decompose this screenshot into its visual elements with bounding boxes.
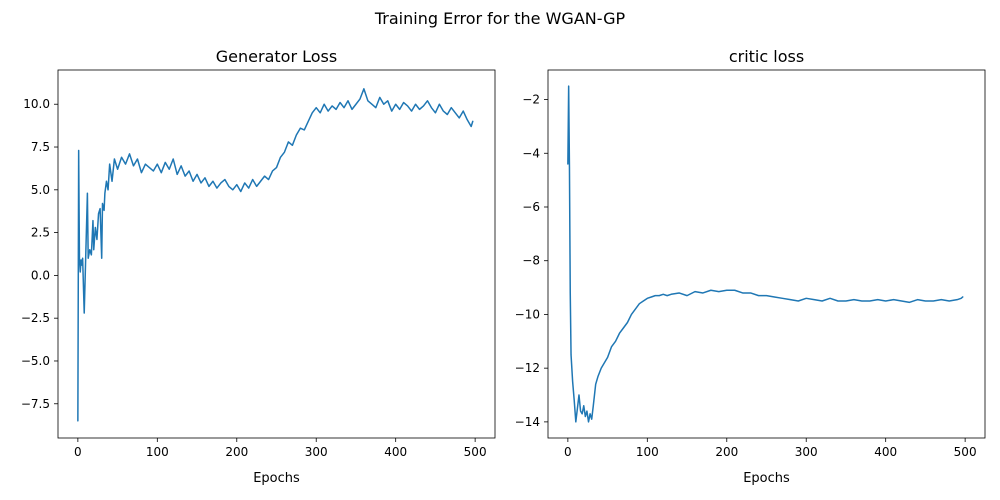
y-tick-label: −2 [522,93,540,107]
y-tick-label: −2.5 [21,311,50,325]
series-line [77,88,474,422]
generator-loss-chart: Generator Loss 0 100 200 300 400 500 −7.5 −5.0… [21,47,496,486]
x-tick-label: 500 [954,445,977,459]
y-tick-label: −6 [522,200,540,214]
x-tick-label: 0 [564,445,572,459]
x-tick-label: 400 [874,445,897,459]
figure-suptitle: Training Error for the WGAN-GP [374,9,626,28]
y-tick-label: 5.0 [31,183,50,197]
x-tick-label: 200 [225,445,248,459]
x-axis-label: Epochs [253,471,300,486]
y-tick-label: −4 [522,146,540,160]
y-tick-label: −5.0 [21,354,50,368]
y-tick-label: −10 [515,307,540,321]
plot-frame [57,69,496,439]
y-tick-label: −14 [515,415,540,429]
y-tick-label: −8 [522,254,540,268]
y-tick-label: −7.5 [21,397,50,411]
y-tick-label: 0.0 [31,268,50,282]
x-tick-label: 0 [74,445,82,459]
y-tick-label: 2.5 [31,226,50,240]
x-tick-label: 100 [636,445,659,459]
y-tick-label: 10.0 [23,97,50,111]
critic-loss-chart: critic loss 0 100 200 300 400 500 −14 −12 −10 −8… [515,47,986,486]
x-tick-label: 200 [715,445,738,459]
x-tick-label: 500 [464,445,487,459]
x-tick-label: 300 [795,445,818,459]
y-tick-label: −12 [515,361,540,375]
x-axis-label: Epochs [743,471,790,486]
x-tick-label: 100 [146,445,169,459]
x-tick-label: 300 [305,445,328,459]
x-tick-label: 400 [384,445,407,459]
chart-title: critic loss [729,47,804,66]
plot-frame [547,69,986,439]
chart-title: Generator Loss [216,47,337,66]
series-line [567,85,964,423]
y-tick-label: 7.5 [31,140,50,154]
